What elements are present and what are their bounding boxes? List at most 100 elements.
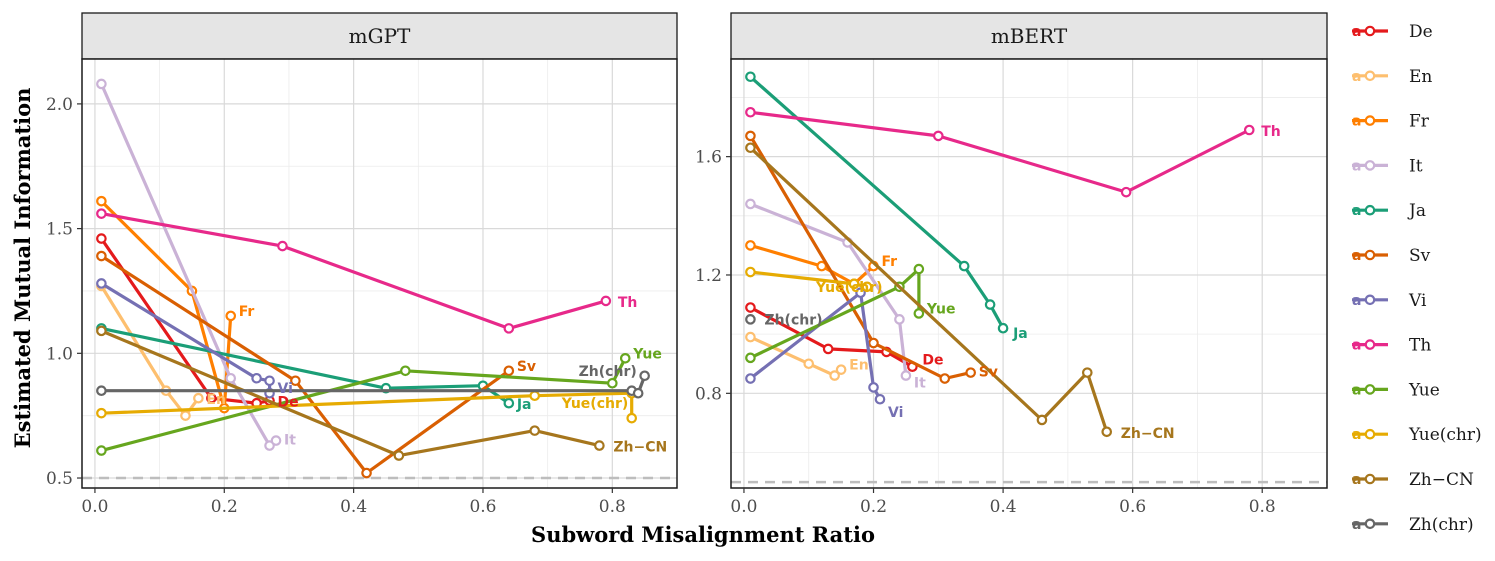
data-point-en [835, 364, 847, 375]
legend-item-zh-cn: a Zh−CN [1352, 470, 1474, 490]
legend-item-yue: a Yue [1352, 380, 1440, 400]
legend-item-vi: a Vi [1352, 291, 1427, 311]
data-point-fr [816, 260, 827, 272]
data-point-it [894, 314, 905, 325]
series-label-th: Th [1261, 124, 1281, 140]
series-line-yue [99, 356, 627, 453]
series-label-th: Th [618, 295, 638, 311]
data-point-yue-chr [848, 278, 860, 290]
legend-key-point [1364, 115, 1376, 126]
series-line-de [748, 305, 915, 369]
legend-item-th: a Th [1352, 336, 1431, 356]
data-point-th [96, 208, 107, 219]
series-label-zh-cn: Zh−CN [1121, 426, 1175, 442]
series-label-yue: Yue [632, 346, 662, 362]
data-point-de [822, 343, 834, 355]
panel-mgpt: mGPT De En Fr It Ja Sv Vi Th Yue Yue(chr) Zh−CN Zh(c… [46, 12, 678, 517]
legend-key-glyph: a [1352, 338, 1361, 354]
y-tick-label: 2.0 [46, 95, 73, 115]
series-line-th [99, 212, 608, 330]
data-point-it [900, 370, 912, 381]
data-point-yue [400, 365, 411, 377]
series-label-en: En [206, 392, 226, 408]
legend-key-point [1364, 473, 1376, 485]
data-point-zh-cn [96, 325, 107, 337]
data-point-sv [503, 365, 515, 377]
series-label-sv: Sv [517, 359, 536, 375]
legend-key-point [1364, 339, 1376, 350]
y-tick-label: 1.0 [46, 344, 73, 364]
legend-label: Vi [1408, 291, 1427, 311]
series-label-vi: Vi [888, 405, 903, 421]
series-label-yue-chr: Yue(chr) [561, 396, 629, 412]
legend-key-glyph: a [1352, 248, 1361, 264]
data-point-it [225, 372, 237, 384]
data-point-yue [745, 352, 756, 364]
legend-key-glyph: a [1352, 427, 1361, 443]
series-line-yue [748, 267, 921, 360]
x-tick-label: 0.0 [730, 497, 757, 517]
series-line-yue-chr [99, 391, 634, 420]
legend-key-point [1364, 428, 1376, 440]
data-point-yue [96, 445, 107, 456]
data-point-en [803, 358, 815, 370]
data-point-yue [607, 377, 618, 389]
data-point-de [96, 233, 107, 244]
data-point-th [277, 240, 288, 252]
data-point-en [193, 392, 204, 404]
data-point-ja [958, 260, 970, 272]
legend-key-point [1364, 25, 1376, 37]
panel-strip [730, 12, 1328, 60]
data-point-yue-chr [861, 281, 873, 293]
legend-label: Yue [1408, 380, 1440, 400]
legend-key-point [1364, 384, 1376, 395]
y-tick-label: 1.2 [695, 266, 722, 286]
data-point-zh-cn [529, 425, 541, 436]
legend-item-yue-chr: a Yue(chr) [1352, 425, 1482, 445]
legend-label: Sv [1409, 246, 1431, 266]
data-point-it [270, 435, 282, 446]
series-label-it: It [914, 376, 926, 392]
data-point-yue [619, 353, 631, 364]
y-tick-label: 1.6 [695, 148, 722, 168]
data-point-sv [745, 130, 756, 142]
data-point-en [745, 331, 756, 343]
data-point-yue [913, 308, 925, 319]
data-point-vi [251, 372, 262, 384]
data-point-yue [913, 263, 925, 275]
panel-mbert: mBERT De En Fr It Ja Sv Vi Th Yue Yue(chr) Zh−CN Zh(… [695, 12, 1328, 517]
x-tick-label: 0.8 [599, 497, 626, 517]
legend-key-point [1364, 518, 1376, 530]
legend-label: En [1409, 67, 1432, 87]
series-label-zh-chr: Zh(chr) [764, 312, 822, 328]
legend-key-point [1364, 70, 1376, 82]
series-line-ja [99, 326, 511, 405]
data-point-yue-chr [626, 412, 638, 424]
data-point-th [745, 106, 756, 118]
legend-label: It [1409, 156, 1423, 176]
series-label-ja: Ja [1012, 326, 1028, 342]
series-label-de: De [922, 353, 943, 369]
legend-label: Th [1409, 336, 1431, 356]
data-point-vi [745, 373, 756, 384]
series-label-en: En [849, 358, 869, 374]
data-point-it [96, 78, 107, 90]
legend-key-glyph: a [1352, 293, 1361, 309]
data-point-vi [868, 382, 879, 393]
series-label-vi: Vi [278, 381, 293, 397]
data-point-zh-cn [1082, 367, 1093, 378]
x-tick-label: 0.4 [340, 497, 367, 517]
data-point-sv [965, 367, 976, 378]
data-point-vi [264, 375, 275, 387]
data-point-zh-chr [632, 387, 644, 399]
data-point-vi [874, 393, 886, 405]
series-label-sv: Sv [979, 365, 998, 381]
legend-key-point [1364, 160, 1376, 171]
legend-key-glyph: a [1352, 24, 1361, 40]
plot-background [82, 59, 677, 488]
data-point-zh-cn [594, 440, 605, 451]
x-tick-label: 0.6 [469, 497, 496, 517]
x-tick-label: 0.2 [860, 497, 887, 517]
y-tick-label: 0.8 [695, 384, 722, 404]
data-point-fr [225, 310, 237, 322]
